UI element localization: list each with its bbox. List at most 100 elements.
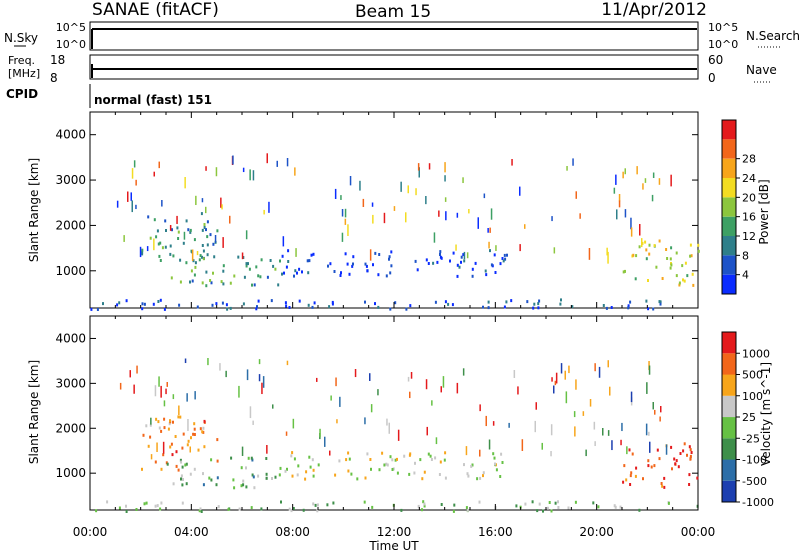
heatmap-cell	[201, 430, 204, 434]
heatmap-cell	[667, 501, 670, 505]
colorbar-segment	[722, 216, 736, 236]
beam-title: Beam 15	[355, 2, 431, 22]
heatmap-cell	[538, 502, 541, 506]
heatmap-cell	[182, 241, 185, 245]
heatmap-cell	[688, 483, 691, 486]
heatmap-cell	[257, 474, 260, 478]
heatmap-cell	[232, 478, 235, 482]
heatmap-cell	[95, 509, 98, 513]
heatmap-cell	[225, 370, 227, 378]
heatmap-cell	[492, 421, 495, 426]
heatmap-cell	[508, 422, 510, 428]
heatmap-cell	[444, 451, 447, 455]
heatmap-cell	[216, 476, 219, 480]
heatmap-cell	[369, 458, 372, 461]
heatmap-cell	[589, 399, 592, 407]
heatmap-cell	[665, 248, 668, 251]
heatmap-cell	[378, 253, 381, 256]
heatmap-cell	[443, 458, 446, 462]
heatmap-cell	[259, 275, 262, 279]
heatmap-cell	[350, 472, 353, 476]
heatmap-cell	[433, 232, 436, 243]
heatmap-cell	[467, 474, 470, 478]
heatmap-cell	[648, 243, 651, 247]
heatmap-cell	[206, 253, 209, 257]
heatmap-cell	[252, 475, 255, 479]
heatmap-cell	[503, 305, 506, 309]
heatmap-cell	[164, 245, 167, 249]
heatmap-cell	[187, 439, 190, 443]
heatmap-cell	[551, 216, 553, 222]
heatmap-cell	[285, 304, 288, 308]
heatmap-cell	[308, 455, 311, 459]
heatmap-cell	[652, 307, 655, 311]
y-tick-label: 1000	[55, 466, 86, 480]
heatmap-cell	[696, 476, 699, 480]
heatmap-cell	[334, 473, 337, 477]
heatmap-cell	[210, 281, 213, 285]
colorbar-segment	[722, 417, 736, 439]
heatmap-cell	[689, 254, 692, 258]
heatmap-cell	[362, 198, 365, 207]
heatmap-cell	[416, 268, 419, 272]
heatmap-cell	[546, 506, 549, 510]
heatmap-cell	[620, 439, 622, 446]
heatmap-cell	[435, 437, 438, 445]
heatmap-cell	[293, 274, 295, 278]
heatmap-cell	[621, 422, 623, 432]
heatmap-cell	[172, 394, 175, 400]
heatmap-cell	[274, 475, 277, 479]
heatmap-cell	[245, 466, 247, 470]
heatmap-cell	[339, 396, 341, 407]
heatmap-cell	[500, 452, 503, 456]
heatmap-cell	[163, 426, 166, 430]
heatmap-cell	[605, 306, 608, 310]
heatmap-cell	[468, 209, 470, 214]
heatmap-cell	[690, 451, 693, 454]
heatmap-cell	[622, 480, 625, 484]
heatmap-cell	[233, 274, 236, 278]
heatmap-cell	[648, 365, 651, 375]
heatmap-cell	[409, 452, 412, 456]
heatmap-cell	[494, 271, 497, 274]
heatmap-cell	[229, 215, 231, 224]
heatmap-cell	[329, 450, 331, 456]
heatmap-cell	[426, 426, 428, 436]
heatmap-cell	[647, 459, 650, 463]
heatmap-cell	[393, 206, 396, 211]
heatmap-cell	[479, 449, 481, 457]
heatmap-cell	[588, 248, 591, 260]
heatmap-cell	[524, 502, 527, 506]
heatmap-cell	[265, 457, 268, 460]
heatmap-cell	[252, 170, 255, 181]
heatmap-cell	[207, 358, 209, 366]
heatmap-cell	[636, 166, 638, 175]
heatmap-cell	[201, 198, 204, 203]
velocity-heatmap	[95, 358, 699, 513]
heatmap-cell	[190, 436, 192, 440]
heatmap-cell	[627, 306, 630, 310]
heatmap-cell	[157, 300, 160, 303]
heatmap-cell	[515, 504, 518, 508]
heatmap-cell	[156, 229, 159, 233]
heatmap-cell	[407, 376, 410, 382]
heatmap-cell	[146, 246, 149, 252]
heatmap-cell	[310, 253, 313, 257]
heatmap-cell	[390, 250, 393, 254]
heatmap-cell	[366, 452, 369, 456]
heatmap-cell	[622, 171, 624, 179]
heatmap-cell	[642, 183, 644, 190]
heatmap-cell	[385, 462, 388, 466]
heatmap-cell	[226, 307, 229, 311]
heatmap-cell	[288, 507, 291, 511]
heatmap-cell	[212, 242, 215, 246]
heatmap-cell	[280, 500, 282, 504]
heatmap-cell	[462, 368, 465, 376]
colorbar-tick-label: 1000	[742, 347, 770, 360]
heatmap-cell	[203, 419, 206, 423]
heatmap-cell	[165, 229, 167, 232]
heatmap-cell	[102, 302, 104, 306]
heatmap-cell	[423, 470, 426, 474]
heatmap-cell	[333, 270, 336, 273]
heatmap-cell	[352, 262, 354, 266]
